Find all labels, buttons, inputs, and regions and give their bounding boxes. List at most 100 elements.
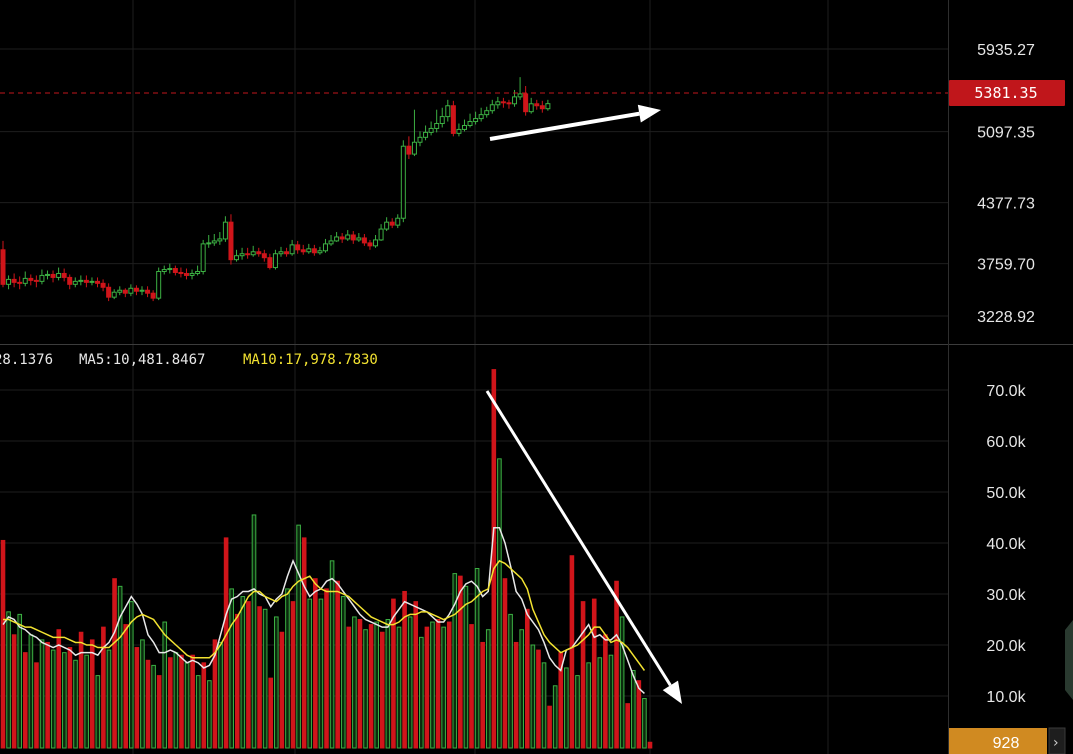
volume-bar — [636, 680, 642, 749]
volume-bar — [195, 675, 201, 749]
volume-bar — [424, 626, 430, 749]
candle-body — [295, 244, 301, 251]
candle-body — [345, 234, 351, 240]
candle-body — [44, 273, 50, 276]
volume-bar — [123, 624, 129, 749]
side-panel-tab[interactable] — [1065, 620, 1073, 700]
candle-body — [428, 127, 434, 133]
volume-bar — [101, 626, 106, 749]
candle-body — [67, 276, 73, 285]
volume-bar — [112, 578, 117, 749]
volume-bar — [156, 675, 162, 749]
candle-body — [512, 96, 518, 105]
candle-body — [78, 279, 84, 282]
candle-body — [145, 289, 151, 294]
volume-bar — [647, 741, 653, 749]
volume-bar — [73, 659, 78, 749]
volume-bar — [407, 616, 413, 749]
volume-bar — [385, 619, 391, 749]
volume-bar — [290, 601, 296, 749]
candle-body — [50, 273, 56, 278]
volume-tick-label: 30.0k — [986, 587, 1026, 604]
volume-bar — [335, 580, 340, 749]
candle-body — [489, 104, 495, 112]
volume-trend-arrow — [485, 390, 682, 704]
scroll-right-button[interactable] — [1048, 727, 1066, 754]
price-trend-arrow — [489, 104, 661, 141]
volume-bar — [508, 613, 513, 749]
volume-bars — [0, 369, 653, 749]
candle-body — [423, 131, 429, 138]
volume-bar — [324, 588, 329, 749]
volume-tick-label: 50.0k — [986, 485, 1026, 502]
candle-body — [534, 103, 540, 107]
ma5-line — [2, 526, 645, 695]
candle-body — [523, 93, 529, 113]
volume-bar — [396, 626, 402, 749]
volume-bar — [279, 631, 285, 749]
candle-body — [0, 249, 6, 285]
volume-bar — [357, 619, 363, 749]
candle-body — [217, 238, 223, 242]
current-volume-label: 928 — [993, 735, 1020, 752]
volume-bar — [134, 647, 140, 749]
volume-bar — [212, 639, 218, 749]
candle-body — [450, 105, 456, 134]
candle-body — [545, 103, 551, 110]
volume-bar — [469, 624, 474, 749]
candle-body — [445, 105, 451, 118]
volume-bar — [285, 588, 290, 749]
volume-bar — [463, 585, 469, 749]
current-price-label: 5381.35 — [974, 84, 1037, 102]
volume-bar — [307, 598, 313, 749]
volume-bar — [580, 601, 586, 749]
price-tick-label: 3759.70 — [977, 257, 1035, 274]
candle-body — [389, 221, 395, 226]
candle-body — [439, 116, 445, 125]
price-tick-label: 5097.35 — [977, 125, 1035, 142]
volume-bar — [530, 644, 536, 749]
volume-tick-label: 10.0k — [986, 689, 1026, 706]
volume-bar — [547, 705, 552, 749]
volume-bar — [608, 654, 614, 749]
volume-bar — [413, 601, 419, 749]
candle-body — [17, 281, 23, 284]
candle-body — [133, 287, 139, 292]
volume-bar — [374, 621, 379, 749]
volume-bar — [0, 539, 6, 749]
ma10-legend: MA10:17,978.7830 — [243, 352, 378, 368]
candle-body — [539, 105, 545, 110]
volume-bar — [257, 606, 262, 749]
volume-bar — [363, 629, 368, 749]
candle-body — [117, 289, 123, 293]
volume-bar — [619, 616, 625, 749]
volume-bar — [485, 629, 491, 749]
volume-bar — [458, 575, 463, 749]
volume-bar — [536, 649, 541, 749]
candle-body — [361, 237, 367, 244]
volume-bar — [614, 580, 619, 749]
volume-bar — [597, 657, 603, 749]
candle-body — [284, 251, 290, 255]
candle-body — [456, 128, 462, 134]
volume-bar — [173, 652, 179, 749]
candle-body — [406, 145, 412, 155]
candle-body — [122, 289, 128, 294]
candle-body — [400, 145, 406, 219]
volume-bar — [642, 698, 647, 749]
price-trend-arrow-shaft — [489, 111, 640, 141]
volume-bar — [218, 641, 223, 749]
candle-body — [245, 253, 251, 256]
candle-body — [250, 251, 256, 256]
candle-body — [306, 248, 312, 253]
candle-body — [267, 257, 273, 269]
volume-bar — [84, 654, 89, 749]
volume-bar — [368, 624, 374, 749]
volume-bar — [145, 659, 151, 749]
current-price-marker — [949, 80, 1065, 106]
annotation-arrows — [485, 104, 682, 704]
volume-bar — [89, 639, 95, 749]
volume-bar — [274, 616, 279, 749]
